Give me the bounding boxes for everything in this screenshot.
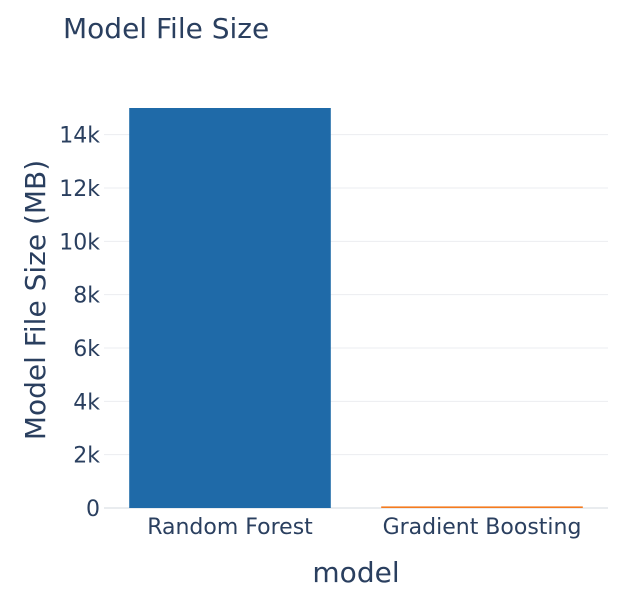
y-tick-label: 14k — [59, 124, 100, 149]
y-tick-label: 0 — [86, 497, 100, 522]
x-tick-label: Gradient Boosting — [383, 515, 582, 540]
y-tick-label: 2k — [73, 444, 100, 469]
y-tick-label: 6k — [73, 337, 100, 362]
y-tick-label: 10k — [59, 230, 100, 255]
x-axis-title: model — [312, 556, 399, 589]
y-axis-ticks: 0 2k 4k 6k 8k 10k 12k 14k — [59, 124, 100, 522]
x-tick-label: Random Forest — [147, 515, 313, 540]
chart-title: Model File Size — [63, 12, 269, 45]
y-tick-label: 4k — [73, 390, 100, 415]
y-tick-label: 8k — [73, 284, 100, 309]
y-tick-label: 12k — [59, 177, 100, 202]
bar-random-forest[interactable] — [129, 108, 331, 508]
bar-gradient-boosting[interactable] — [381, 506, 583, 508]
bars — [129, 108, 583, 508]
x-axis-ticks: Random Forest Gradient Boosting — [147, 515, 581, 540]
y-axis-title: Model File Size (MB) — [19, 160, 52, 440]
